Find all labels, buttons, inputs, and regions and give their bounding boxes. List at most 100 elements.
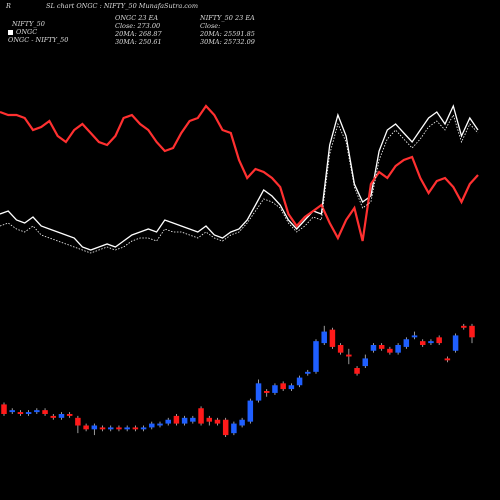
candle-body-up <box>34 410 40 413</box>
candle-body-down <box>214 419 221 424</box>
candle <box>198 406 204 426</box>
candle <box>387 346 393 355</box>
candle <box>362 354 369 368</box>
candle-body-down <box>419 341 426 345</box>
candle-body-down <box>329 329 336 347</box>
candle <box>34 408 40 414</box>
candle-body-down <box>436 337 442 344</box>
candle-body-up <box>247 400 254 422</box>
candle <box>255 379 262 403</box>
candle <box>231 421 237 436</box>
info-nifty-30ma: 30MA: 25732.09 <box>200 38 255 46</box>
candle-body-up <box>452 335 459 351</box>
candle-body-down <box>1 404 7 414</box>
candle <box>58 412 65 420</box>
candle <box>403 337 410 349</box>
candle-body-down <box>173 415 180 424</box>
candle-body-up <box>190 417 196 422</box>
candle-body-up <box>58 414 65 418</box>
candle <box>25 410 32 416</box>
candle <box>173 414 180 426</box>
candle <box>66 412 73 418</box>
candle-body-up <box>181 417 188 424</box>
legend-item-nifty: NIFTY_50 <box>12 20 45 28</box>
info-nifty-heading: NIFTY_50 23 EA <box>200 14 255 22</box>
candle <box>75 415 81 434</box>
candle-body-up <box>411 335 418 338</box>
candle-body-up <box>428 341 434 344</box>
candle <box>321 325 327 345</box>
candle-body-down <box>378 345 385 349</box>
candle <box>107 425 114 432</box>
candle <box>1 402 7 416</box>
candle-body-down <box>17 412 24 414</box>
candle-body-down <box>337 345 344 353</box>
candle-body-up <box>9 410 15 413</box>
candle-body-up <box>313 341 319 372</box>
candle-body-up <box>370 345 377 351</box>
candle <box>42 408 48 416</box>
candle <box>239 417 245 428</box>
candle-body-down <box>99 427 106 430</box>
candle <box>288 383 295 391</box>
candle-body-down <box>461 325 467 328</box>
candle <box>149 421 155 430</box>
candle <box>461 323 467 330</box>
candle-body-up <box>255 383 262 401</box>
chart-title: SL chart ONGC : NIFTY_50 MunafaSutra.com <box>46 2 199 10</box>
candle-body-up <box>296 377 303 386</box>
candle <box>214 417 221 426</box>
candle <box>305 369 311 376</box>
candle <box>9 408 15 414</box>
info-ongc-close: Close: 273.00 <box>115 22 161 30</box>
candle-body-up <box>362 358 369 367</box>
candle <box>116 425 122 432</box>
candle-body-up <box>165 419 171 424</box>
candle <box>395 343 401 355</box>
candle-body-down <box>83 425 89 430</box>
candle-body-down <box>444 358 451 361</box>
candle-body-down <box>469 325 475 338</box>
candle-body-up <box>25 412 32 414</box>
candle-body-up <box>157 423 163 426</box>
candle <box>124 425 130 432</box>
info-nifty-close: Close: <box>200 22 221 30</box>
candle <box>370 343 377 353</box>
series-line-0 <box>0 104 479 251</box>
candle-body-down <box>75 417 81 426</box>
candle-body-up <box>395 345 401 353</box>
chart-label-prefix: R <box>6 2 11 10</box>
candle-body-up <box>124 427 130 430</box>
candle <box>337 343 344 355</box>
candle <box>99 425 106 432</box>
candle <box>280 381 286 391</box>
candle <box>263 389 270 397</box>
series-line-2 <box>0 113 479 254</box>
candle-body-up <box>107 427 114 430</box>
candle-body-up <box>305 371 311 374</box>
legend-swatch-ongc <box>8 30 13 35</box>
candle <box>17 410 24 416</box>
candle-body-down <box>387 348 393 353</box>
candle <box>181 415 188 426</box>
info-ongc-heading: ONGC 23 EA <box>115 14 159 22</box>
candle-body-down <box>206 417 213 422</box>
candle <box>190 415 196 424</box>
candle-body-down <box>263 391 270 393</box>
candle-body-down <box>132 427 139 430</box>
candle-body-up <box>403 339 410 347</box>
candle <box>165 417 171 426</box>
candle-body-up <box>288 385 295 390</box>
candle <box>469 323 475 344</box>
candle <box>296 375 303 388</box>
candle-body-down <box>222 419 229 436</box>
candle <box>419 339 426 347</box>
candle <box>132 425 139 432</box>
candle-body-down <box>198 408 204 424</box>
candle <box>272 383 278 395</box>
candle <box>206 415 213 426</box>
candle-body-up <box>272 385 278 393</box>
candle-body-down <box>116 427 122 430</box>
candle <box>91 423 98 436</box>
